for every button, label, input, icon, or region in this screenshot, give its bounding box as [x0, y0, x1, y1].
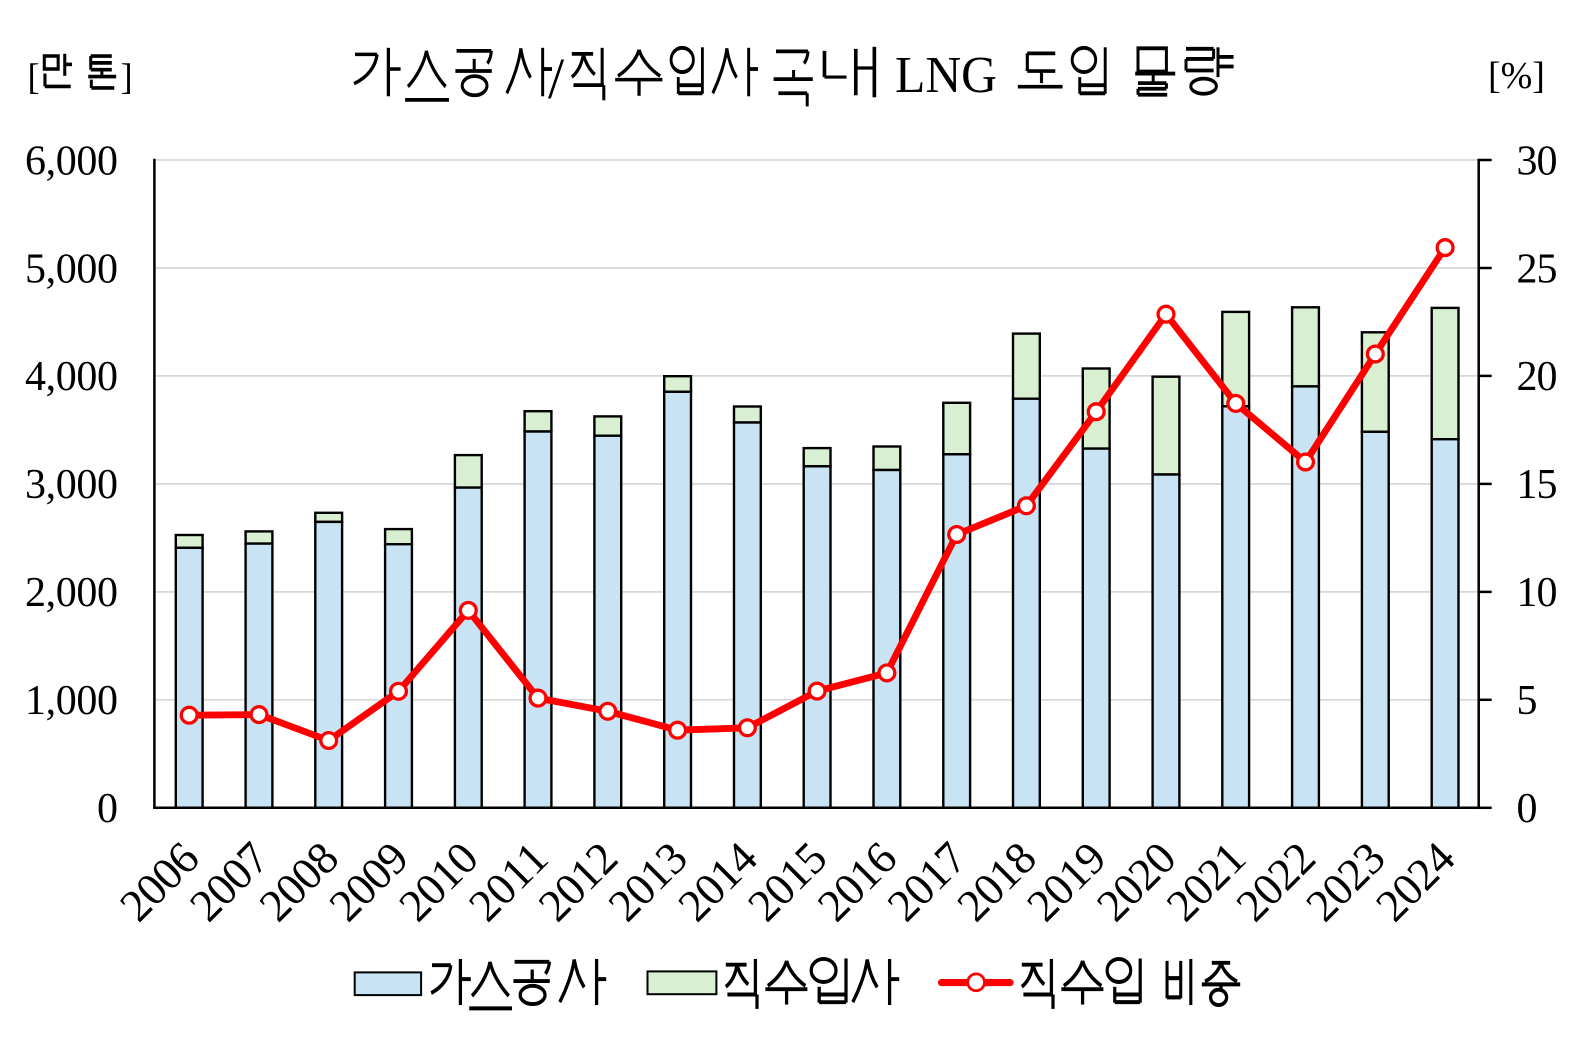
svg-text:2,000: 2,000 [25, 570, 118, 616]
svg-text:20: 20 [1517, 354, 1558, 400]
svg-text:[: [ [28, 56, 40, 97]
svg-text:0: 0 [97, 786, 118, 832]
svg-text:5: 5 [1517, 678, 1538, 724]
svg-text:[%]: [%] [1488, 55, 1545, 97]
svg-text:30: 30 [1517, 138, 1558, 184]
svg-text:10: 10 [1517, 570, 1558, 616]
svg-text:5,000: 5,000 [25, 246, 118, 292]
svg-text:1,000: 1,000 [25, 678, 118, 724]
svg-text:15: 15 [1517, 462, 1558, 508]
svg-text:25: 25 [1517, 246, 1558, 292]
svg-text:3,000: 3,000 [25, 462, 118, 508]
svg-text:4,000: 4,000 [25, 354, 118, 400]
svg-text:/: / [548, 46, 565, 111]
svg-text:0: 0 [1517, 786, 1538, 832]
svg-text:6,000: 6,000 [25, 138, 118, 184]
svg-text:LNG: LNG [895, 47, 997, 104]
svg-text:]: ] [121, 56, 133, 97]
